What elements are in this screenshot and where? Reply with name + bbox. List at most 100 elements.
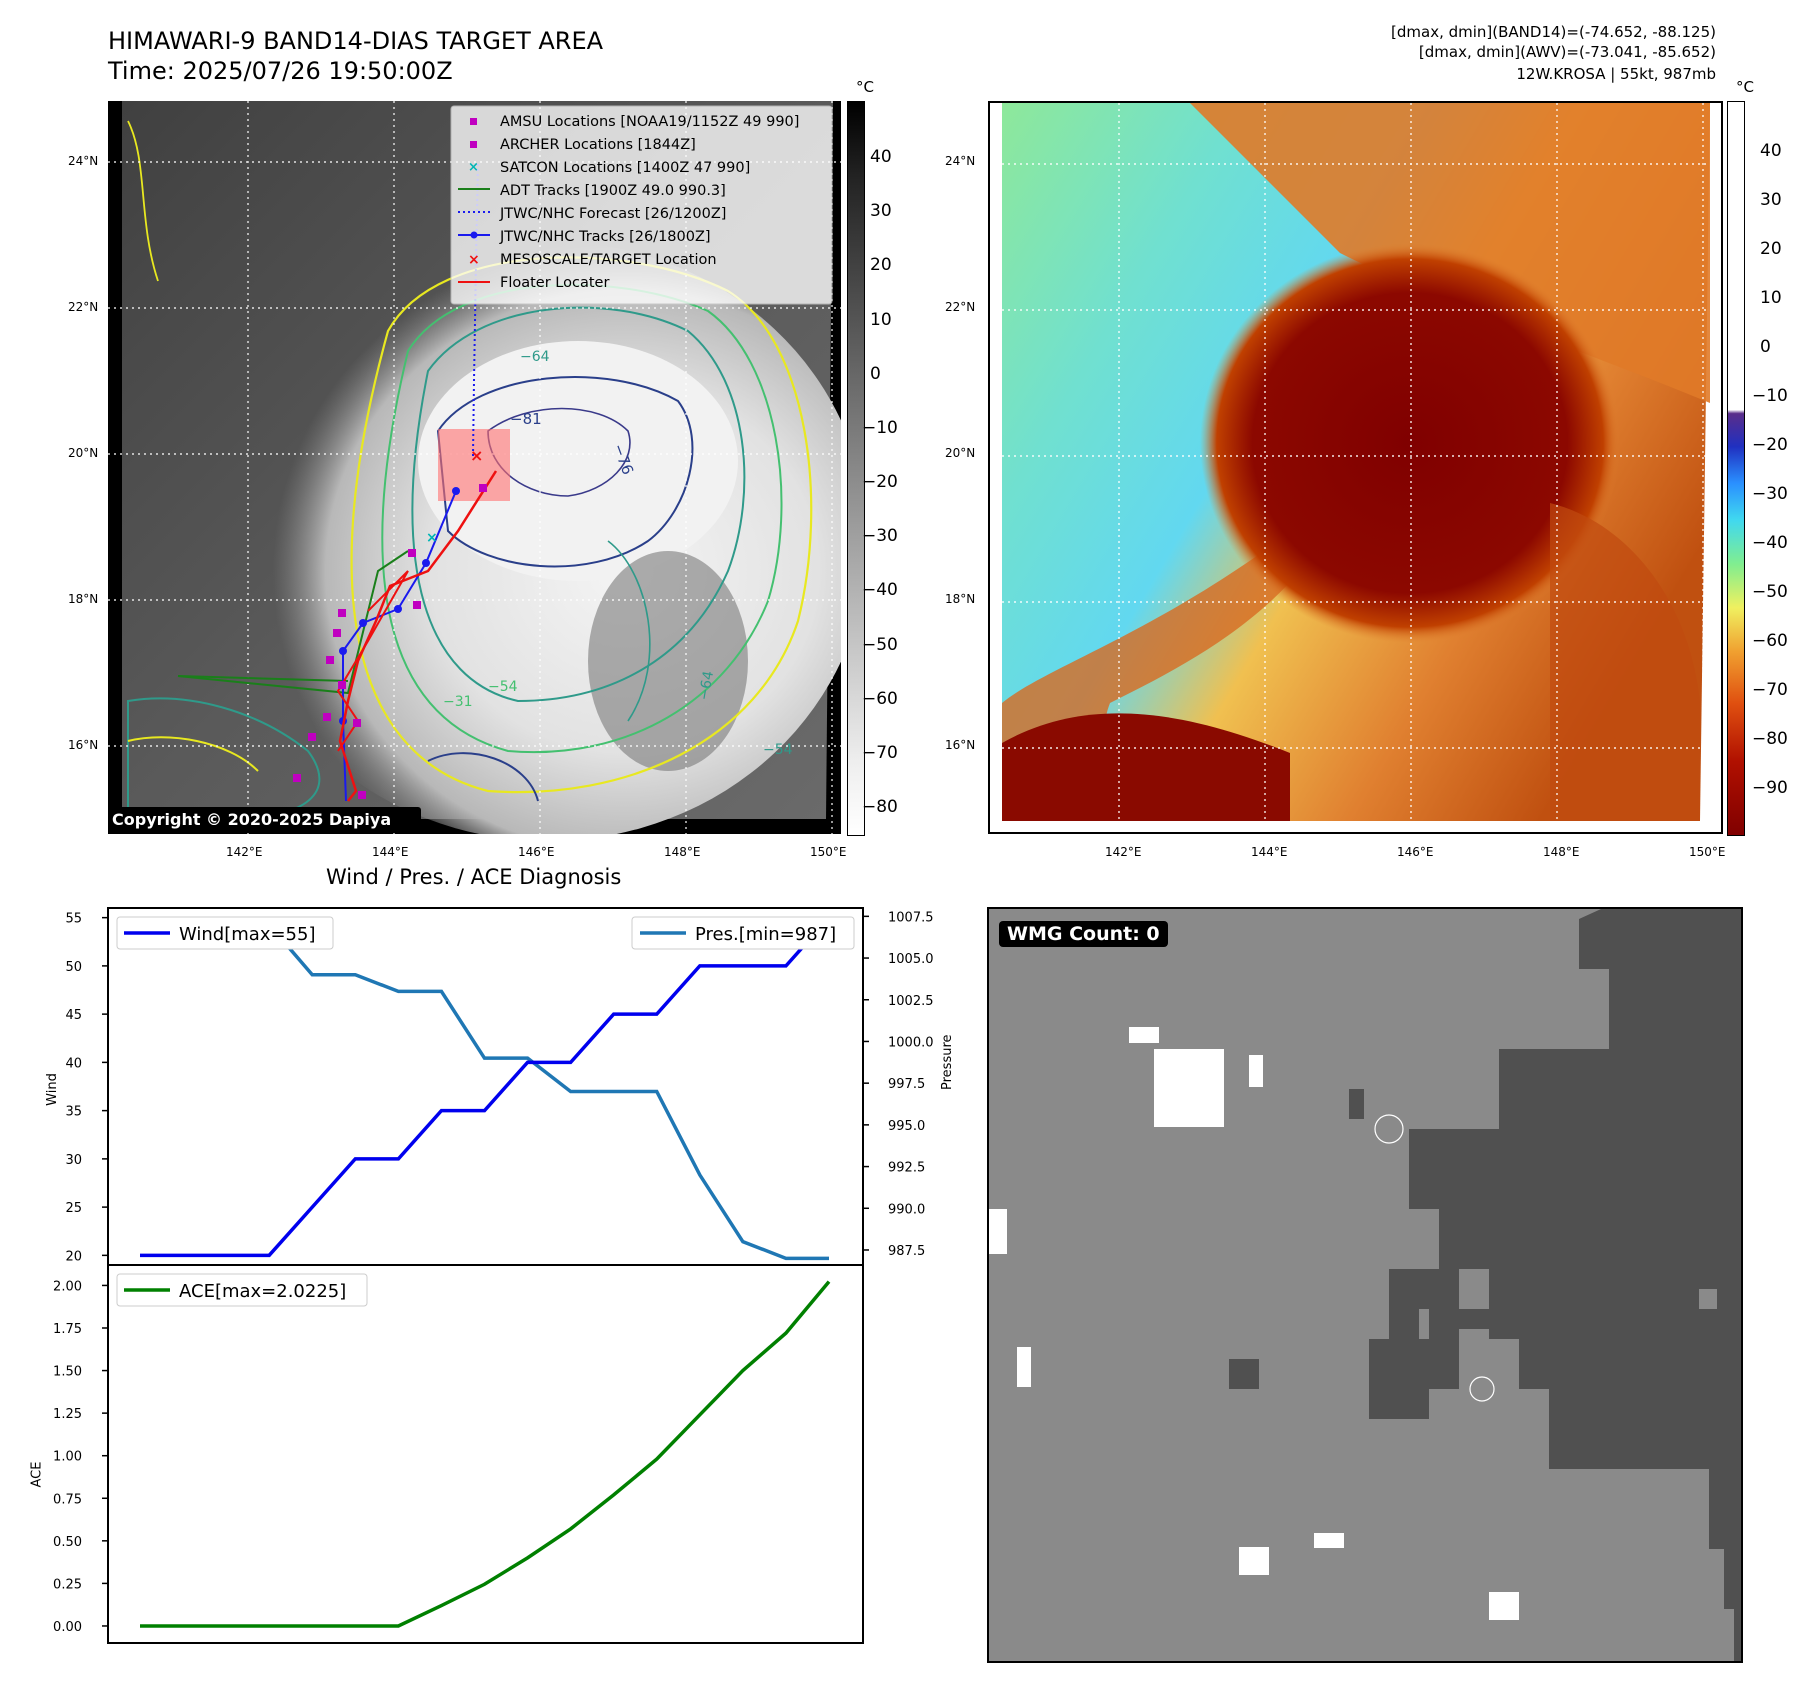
wv-colorbar [1727,101,1745,836]
ace-tick-label: 2.00 [53,1279,82,1294]
colorbar-tick: −90 [1752,778,1788,798]
ace-tick-label: 0.00 [53,1620,82,1635]
lat-label: 18°N [945,592,976,606]
ace-legend: ACE[max=2.0225] [116,1273,368,1307]
colorbar-tick: −10 [862,418,898,438]
colorbar-tick: 40 [870,147,892,167]
colorbar-tick: 10 [870,310,892,330]
colorbar-tick: −20 [1752,435,1788,455]
pressure-tick-label: 992.5 [888,1161,925,1176]
legend-mesoscale: MESOSCALE/TARGET Location [500,252,717,268]
lat-label: 22°N [945,300,976,314]
ace-tick-label: 0.50 [53,1535,82,1550]
ir-map: −81 −76 −64 −31 −54 −64 −54 [108,101,868,841]
ace-tick-label: 1.25 [53,1407,82,1422]
legend-amsu: AMSU Locations [NOAA19/1152Z 49 990] [500,114,799,130]
pressure-tick-label: 1000.0 [888,1035,934,1050]
colorbar-tick: −80 [1752,729,1788,749]
wind-tick-label: 50 [65,960,82,975]
ace-tick-label: 1.00 [53,1450,82,1465]
info-line1: [dmax, dmin](BAND14)=(-74.652, -88.125) [1391,23,1716,41]
ir-colorbar [847,101,865,836]
lat-label: 18°N [68,592,99,606]
pressure-tick-label: 1007.5 [888,910,934,925]
diagnosis-title: Wind / Pres. / ACE Diagnosis [326,865,622,889]
wind-pres-ace-chart: 20 25 30 35 40 45 50 55 987.5 990.0 992.5 995.0 997… [53,907,934,1644]
pressure-tick-label: 995.0 [888,1119,925,1134]
wind-tick-label: 40 [65,1056,82,1071]
wmg-count-badge: WMG Count: 0 [999,921,1168,947]
colorbar-tick: −80 [862,797,898,817]
ace-axes [107,1264,864,1644]
info-line2: [dmax, dmin](AWV)=(-73.041, -85.652) [1418,43,1716,61]
ace-series-line [140,1280,831,1628]
lon-label: 148°E [664,845,701,859]
colorbar-tick: −60 [1752,631,1788,651]
ir-colorbar-unit: °C [856,78,874,96]
colorbar-tick: −50 [1752,582,1788,602]
lat-label: 22°N [68,300,99,314]
wmg-panel: WMG Count: 0 [987,907,1743,1663]
target-marker: × [470,446,483,465]
lon-label: 142°E [226,845,263,859]
colorbar-tick: 20 [870,255,892,275]
svg-text:×: × [468,160,479,175]
wv-colorbar-unit: °C [1736,78,1754,96]
pressure-series-line [140,922,829,1261]
wind-tick-label: 45 [65,1008,82,1023]
colorbar-tick: −40 [862,580,898,600]
contour-label: −81 [510,410,542,428]
colorbar-tick: −40 [1752,533,1788,553]
wind-pressure-axes [107,907,864,1266]
legend-jtwc-forecast: JTWC/NHC Forecast [26/1200Z] [499,206,726,222]
adt-track [177,550,409,695]
lat-label: 16°N [68,738,99,752]
pressure-tick-label: 997.5 [888,1077,925,1092]
ir-legend: × × AMSU Locations [NOAA19/1152Z 49 990]… [450,105,833,305]
wind-tick-label: 20 [65,1249,82,1264]
lat-label: 20°N [945,446,976,460]
lon-label: 144°E [372,845,409,859]
lon-label: 150°E [1689,845,1726,859]
wind-legend: Wind[max=55] [116,916,334,950]
colorbar-tick: −60 [862,689,898,709]
pressure-yticks: 987.5 990.0 992.5 995.0 997.5 1000.0 1002.5 100… [863,910,934,1259]
legend-archer: ARCHER Locations [1844Z] [500,137,696,153]
satcon-marker: × [426,530,438,546]
lon-label: 142°E [1105,845,1142,859]
ace-tick-label: 1.75 [53,1322,82,1337]
colorbar-tick: 30 [870,201,892,221]
wind-series-line [140,916,831,1258]
wind-tick-label: 35 [65,1105,82,1120]
colorbar-tick: −20 [862,472,898,492]
figure-title-line1: HIMAWARI-9 BAND14-DIAS TARGET AREA [108,27,604,55]
contour-label: −54 [763,742,793,758]
wind-tick-label: 25 [65,1201,82,1216]
lon-label: 144°E [1251,845,1288,859]
contour-label: −64 [696,670,717,702]
ace-legend-label: ACE[max=2.0225] [179,1281,346,1302]
contour-label: −54 [488,679,518,695]
colorbar-tick: 20 [1760,239,1782,259]
colorbar-tick: −70 [862,743,898,763]
contour-label: −64 [520,349,550,365]
colorbar-tick: −30 [1752,484,1788,504]
ace-tick-label: 0.75 [53,1492,82,1507]
ir-map-panel: −81 −76 −64 −31 −54 −64 −54 [108,101,868,841]
colorbar-tick: −30 [862,526,898,546]
lat-label: 20°N [68,446,99,460]
wind-tick-label: 30 [65,1153,82,1168]
legend-satcon: SATCON Locations [1400Z 47 990] [500,160,750,176]
pressure-tick-label: 987.5 [888,1244,925,1259]
lat-label: 16°N [945,738,976,752]
wind-yticks: 20 25 30 35 40 45 50 55 [65,912,108,1264]
figure-title-line2: Time: 2025/07/26 19:50:00Z [108,57,453,85]
ace-yticks: 0.00 0.25 0.50 0.75 1.00 1.25 1.50 1.75 2.00 [53,1279,108,1635]
info-line3: 12W.KROSA | 55kt, 987mb [1516,65,1716,83]
contour-label: −31 [443,694,473,710]
svg-text:×: × [468,252,480,268]
pressure-tick-label: 1005.0 [888,952,934,967]
wind-tick-label: 55 [65,912,82,927]
ace-tick-label: 0.25 [53,1577,82,1592]
colorbar-tick: 40 [1760,141,1782,161]
